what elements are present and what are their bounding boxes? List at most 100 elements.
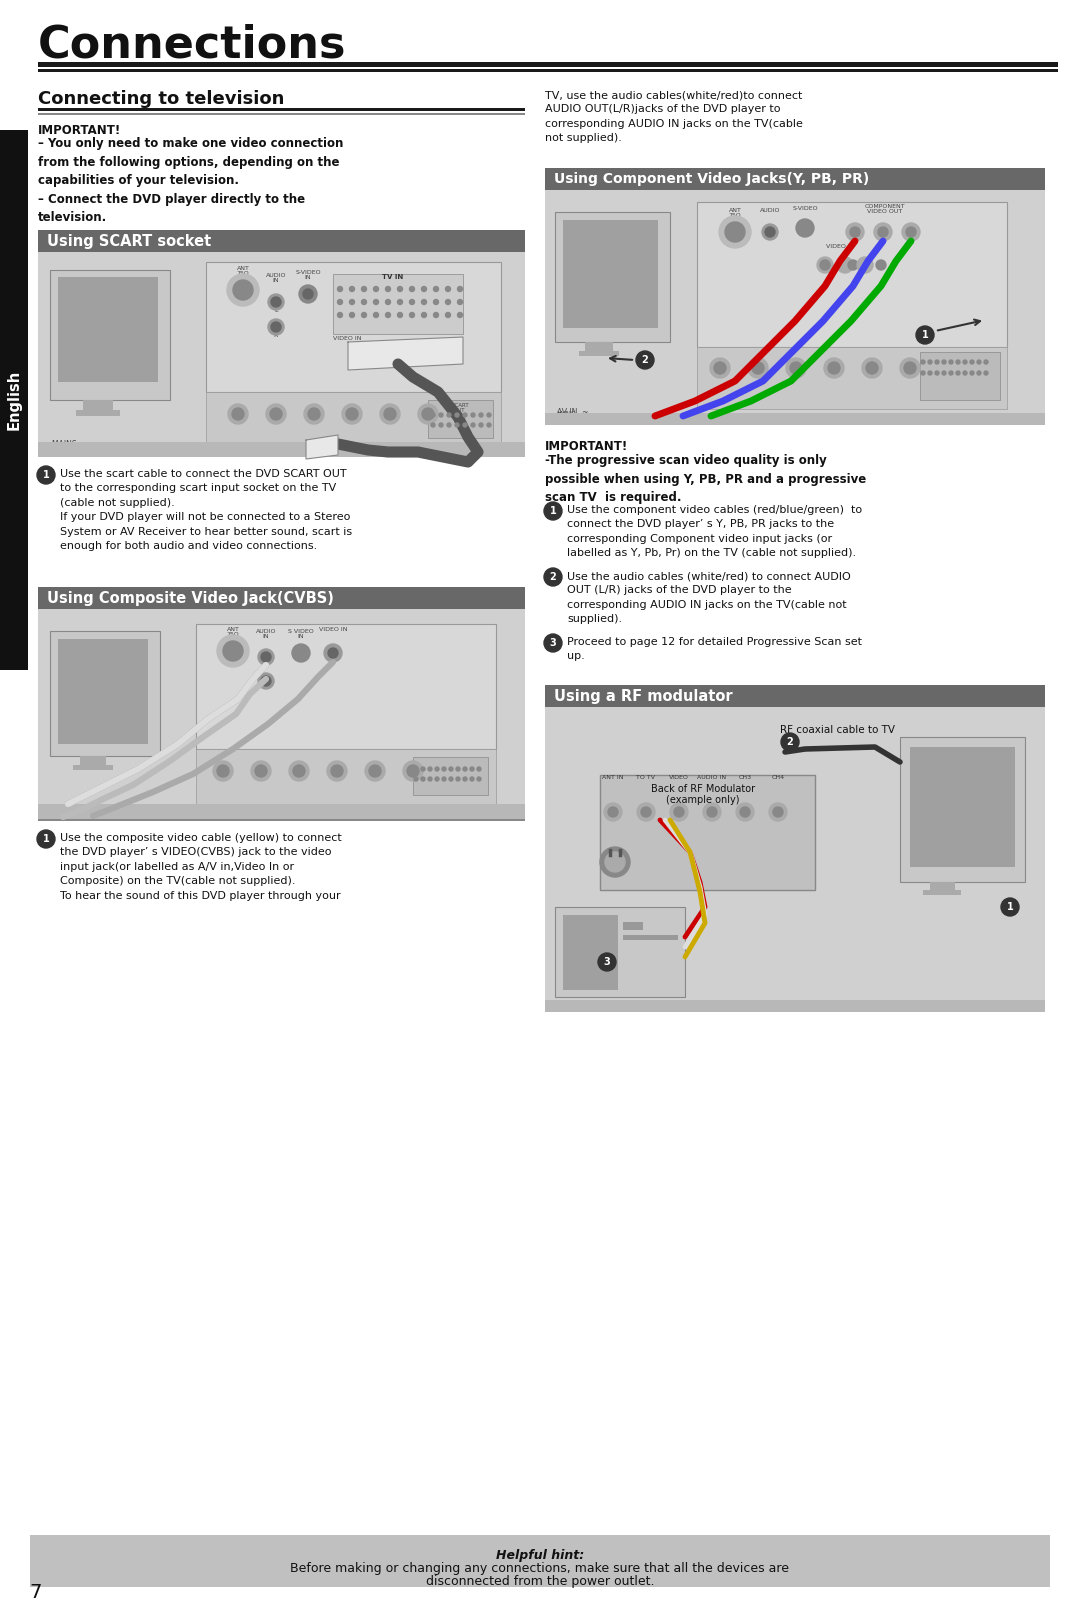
Bar [30, 1535, 1050, 1587]
Text: S-VIDEO: S-VIDEO [295, 270, 321, 275]
Circle shape [714, 363, 726, 374]
Text: Using a RF modulator: Using a RF modulator [554, 688, 732, 704]
Bar [38, 819, 525, 821]
Circle shape [916, 325, 934, 343]
Circle shape [477, 767, 481, 771]
Bar [545, 168, 1045, 189]
Circle shape [544, 568, 562, 586]
Circle shape [37, 831, 55, 848]
Text: Using Composite Video Jack(CVBS): Using Composite Video Jack(CVBS) [48, 591, 334, 606]
Circle shape [380, 405, 400, 424]
Text: Use the audio cables (white/red) to connect AUDIO
OUT (L/R) jacks of the DVD pla: Use the audio cables (white/red) to conn… [567, 572, 851, 625]
Circle shape [480, 413, 483, 418]
Bar [58, 640, 148, 745]
Text: CH3: CH3 [739, 776, 752, 780]
Bar [428, 400, 492, 439]
Text: R: R [274, 334, 279, 338]
Circle shape [850, 227, 860, 236]
Circle shape [977, 371, 981, 376]
Circle shape [956, 371, 960, 376]
Circle shape [433, 312, 438, 317]
Text: disconnected from the power outlet.: disconnected from the power outlet. [426, 1575, 654, 1588]
Bar [38, 253, 525, 457]
Circle shape [598, 954, 616, 971]
Circle shape [386, 312, 391, 317]
Text: AUDIO: AUDIO [759, 207, 780, 214]
Circle shape [470, 767, 474, 771]
Text: VIDEO IN: VIDEO IN [826, 244, 854, 249]
Circle shape [781, 733, 799, 751]
Text: 7: 7 [30, 1582, 42, 1601]
Bar [195, 623, 496, 750]
Bar [910, 746, 1015, 868]
Circle shape [820, 261, 831, 270]
Circle shape [271, 296, 281, 308]
Circle shape [786, 358, 806, 377]
Circle shape [858, 257, 873, 274]
Circle shape [703, 803, 721, 821]
Bar [206, 262, 501, 392]
Text: Use the scart cable to connect the DVD SCART OUT
to the corresponding scart inpu: Use the scart cable to connect the DVD S… [60, 470, 352, 550]
Bar [600, 776, 815, 890]
Bar [58, 277, 158, 382]
Circle shape [446, 287, 450, 291]
Circle shape [227, 274, 259, 306]
Circle shape [362, 312, 366, 317]
Circle shape [949, 359, 953, 364]
Circle shape [303, 290, 313, 300]
Circle shape [984, 371, 988, 376]
Circle shape [719, 215, 751, 248]
Bar [545, 685, 1045, 708]
Bar [555, 907, 685, 997]
Circle shape [299, 285, 318, 303]
Circle shape [261, 652, 271, 662]
Circle shape [487, 423, 491, 427]
Circle shape [544, 502, 562, 520]
Circle shape [342, 405, 362, 424]
Text: Connecting to television: Connecting to television [38, 91, 284, 108]
Circle shape [928, 371, 932, 376]
Circle shape [963, 359, 967, 364]
Text: 1: 1 [550, 507, 556, 516]
Text: 75Ω: 75Ω [227, 631, 240, 636]
Circle shape [386, 300, 391, 304]
Circle shape [789, 363, 802, 374]
Circle shape [963, 371, 967, 376]
Circle shape [942, 359, 946, 364]
Circle shape [258, 649, 274, 665]
Circle shape [480, 423, 483, 427]
Bar [545, 413, 1045, 426]
Circle shape [477, 777, 481, 780]
Bar [0, 130, 28, 670]
Bar [623, 921, 643, 929]
Circle shape [350, 312, 354, 317]
Circle shape [446, 300, 450, 304]
Text: VIDEO OUT: VIDEO OUT [867, 209, 903, 214]
Bar [73, 766, 113, 771]
Circle shape [261, 677, 271, 686]
Circle shape [769, 803, 787, 821]
Bar [38, 230, 525, 253]
Circle shape [928, 359, 932, 364]
Circle shape [463, 777, 467, 780]
Text: ANT IN: ANT IN [603, 776, 624, 780]
Bar [195, 750, 496, 805]
Circle shape [866, 363, 878, 374]
Circle shape [604, 803, 622, 821]
Circle shape [487, 413, 491, 418]
Circle shape [374, 300, 378, 304]
Circle shape [428, 777, 432, 780]
Circle shape [258, 674, 274, 690]
Bar [50, 631, 160, 756]
Text: VIDEO IN: VIDEO IN [333, 337, 362, 342]
Circle shape [846, 223, 864, 241]
Bar [38, 113, 525, 115]
Polygon shape [348, 337, 463, 371]
Text: AUDIO: AUDIO [266, 274, 286, 278]
Circle shape [421, 300, 427, 304]
Circle shape [270, 408, 282, 419]
Circle shape [935, 359, 939, 364]
Bar [38, 442, 525, 457]
Circle shape [447, 413, 451, 418]
Circle shape [271, 322, 281, 332]
